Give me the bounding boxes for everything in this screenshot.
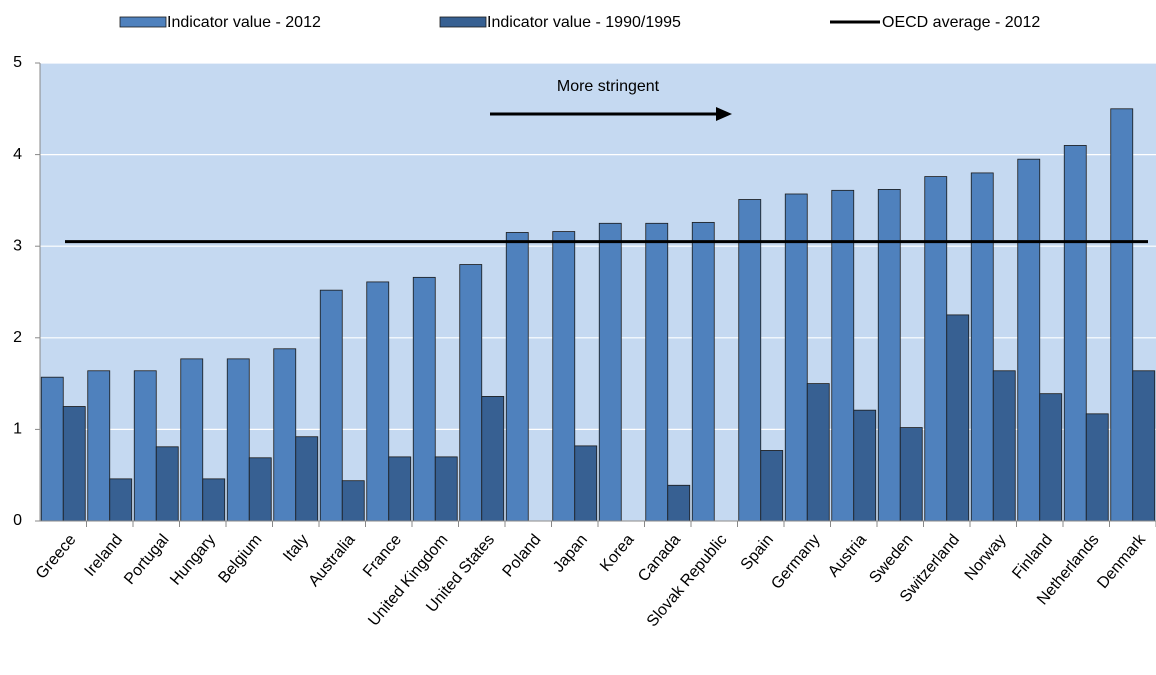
annotation: More stringent	[557, 78, 660, 95]
x-tick-label: Slovak Republic	[644, 531, 731, 630]
x-tick-label: Japan	[550, 531, 591, 575]
x-tick-label: Denmark	[1094, 531, 1149, 592]
x-tick-label: Germany	[768, 531, 823, 592]
x-tick-label: Austria	[825, 531, 870, 580]
bar	[899, 427, 923, 522]
bar	[366, 281, 390, 522]
bar	[248, 457, 272, 522]
x-tick-label: Canada	[635, 531, 684, 585]
bar	[319, 289, 343, 522]
x-tick-label: Ireland	[82, 531, 126, 579]
bar	[946, 314, 970, 522]
legend-label: OECD average - 2012	[882, 14, 1040, 31]
x-tick-label: Greece	[33, 531, 80, 582]
bar	[62, 406, 86, 522]
x-tick-label: Belgium	[215, 531, 265, 586]
bar	[992, 370, 1016, 522]
x-tick-label: United Kingdom	[365, 531, 451, 629]
x-tick-label: Hungary	[167, 531, 219, 588]
x-tick-label: Portugal	[121, 531, 172, 588]
bar	[1017, 158, 1041, 522]
bar	[1110, 108, 1134, 522]
y-tick-label: 1	[13, 421, 22, 438]
bar	[202, 478, 226, 522]
bar	[273, 348, 297, 522]
bar	[109, 478, 133, 522]
x-tick-label: Australia	[306, 531, 359, 590]
x-tick-label: Italy	[280, 531, 312, 564]
bar	[295, 436, 319, 522]
arrow-head	[716, 107, 732, 121]
bar	[831, 189, 855, 522]
bar	[87, 370, 111, 522]
legend-label: Indicator value - 2012	[167, 14, 321, 31]
bar	[155, 446, 179, 522]
bar	[505, 232, 529, 522]
x-tick-label: Spain	[738, 531, 777, 573]
y-tick-label: 3	[13, 237, 22, 254]
bar	[180, 358, 204, 522]
bar	[853, 409, 877, 522]
bar	[691, 221, 715, 522]
bar	[598, 222, 622, 522]
bar	[412, 276, 436, 522]
x-tick-label: Korea	[597, 531, 638, 575]
bar	[924, 176, 948, 522]
bar	[1132, 370, 1156, 522]
bar	[1063, 145, 1087, 522]
bar	[806, 383, 830, 522]
legend-swatch	[439, 16, 487, 28]
bar	[574, 445, 598, 522]
y-tick-label: 2	[13, 329, 22, 346]
bar	[552, 231, 576, 522]
bar	[226, 358, 250, 522]
bar	[760, 450, 784, 522]
bar	[1039, 393, 1063, 522]
x-tick-label: Poland	[499, 531, 544, 580]
bar	[388, 456, 412, 522]
legend-label: Indicator value - 1990/1995	[487, 14, 681, 31]
x-tick-label: Sweden	[866, 531, 916, 586]
bar	[645, 222, 669, 522]
bar	[738, 199, 762, 522]
legend-swatch	[119, 16, 167, 28]
bar	[970, 172, 994, 522]
bar	[434, 456, 458, 522]
plot-area	[40, 63, 1156, 521]
y-tick-label: 0	[13, 512, 22, 529]
bar	[667, 484, 691, 522]
bar	[459, 264, 483, 522]
bar	[877, 189, 901, 522]
y-tick-label: 5	[13, 54, 22, 71]
bar	[40, 376, 64, 522]
bar	[133, 370, 157, 522]
bar	[1085, 413, 1109, 522]
x-tick-label: Norway	[962, 531, 1010, 583]
x-tick-label: Finland	[1009, 531, 1056, 582]
y-tick-label: 4	[13, 146, 22, 163]
x-tick-label: France	[360, 531, 405, 580]
bar	[341, 480, 365, 522]
bar	[481, 396, 505, 522]
